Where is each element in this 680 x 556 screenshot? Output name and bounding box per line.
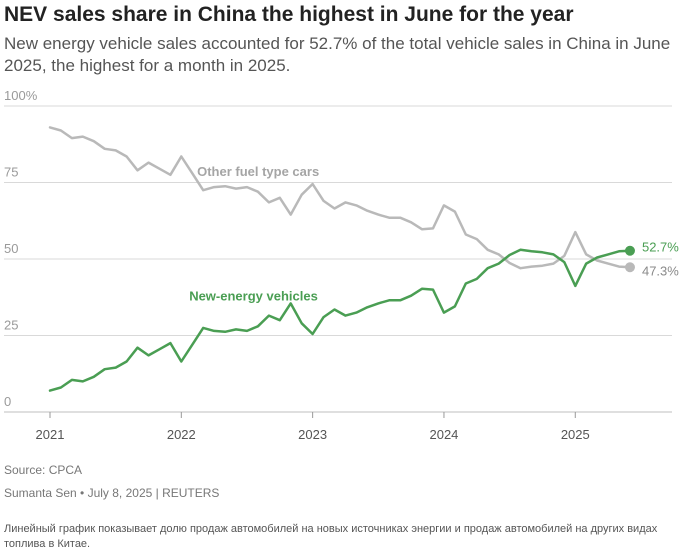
x-tick-label-2024: 2024 [429,427,458,442]
y-axis-ticks: 0 25 50 75 100% [4,88,38,409]
chart-title: NEV sales share in China the highest in … [4,3,574,26]
x-tick-label-2023: 2023 [298,427,327,442]
series-lines [48,126,635,392]
end-point-other [624,262,635,273]
series-labels: 47.3% Other fuel type cars 52.7% New-energy… [189,164,679,304]
series-line-nev [48,248,632,392]
y-tick-label-0: 0 [4,394,11,409]
x-tick-label-2021: 2021 [36,427,65,442]
y-tick-label-100: 100% [4,88,38,103]
grid-lines [4,105,672,413]
series-label-nev: New-energy vehicles [189,289,318,304]
x-tick-label-2022: 2022 [167,427,196,442]
byline: Sumanta Sen • July 8, 2025 | REUTERS [4,486,220,500]
line-chart: 0 25 50 75 100% 2021 2022 2023 2024 2025 47.3% Ot… [4,88,679,442]
end-point-nev [624,245,635,256]
chart-description: Линейный график показывает долю продаж а… [4,523,658,550]
end-label-nev: 52.7% [642,240,679,255]
series-label-other: Other fuel type cars [197,164,319,179]
y-tick-label-25: 25 [4,318,18,333]
chart-subtitle: New energy vehicle sales accounted for 5… [4,34,671,75]
series-line-other [48,126,632,270]
x-axis-ticks: 2021 2022 2023 2024 2025 [36,412,590,442]
source-note: Source: CPCA [4,463,83,477]
y-tick-label-75: 75 [4,165,18,180]
x-tick-label-2025: 2025 [561,427,590,442]
end-label-other: 47.3% [642,263,679,278]
y-tick-label-50: 50 [4,241,18,256]
